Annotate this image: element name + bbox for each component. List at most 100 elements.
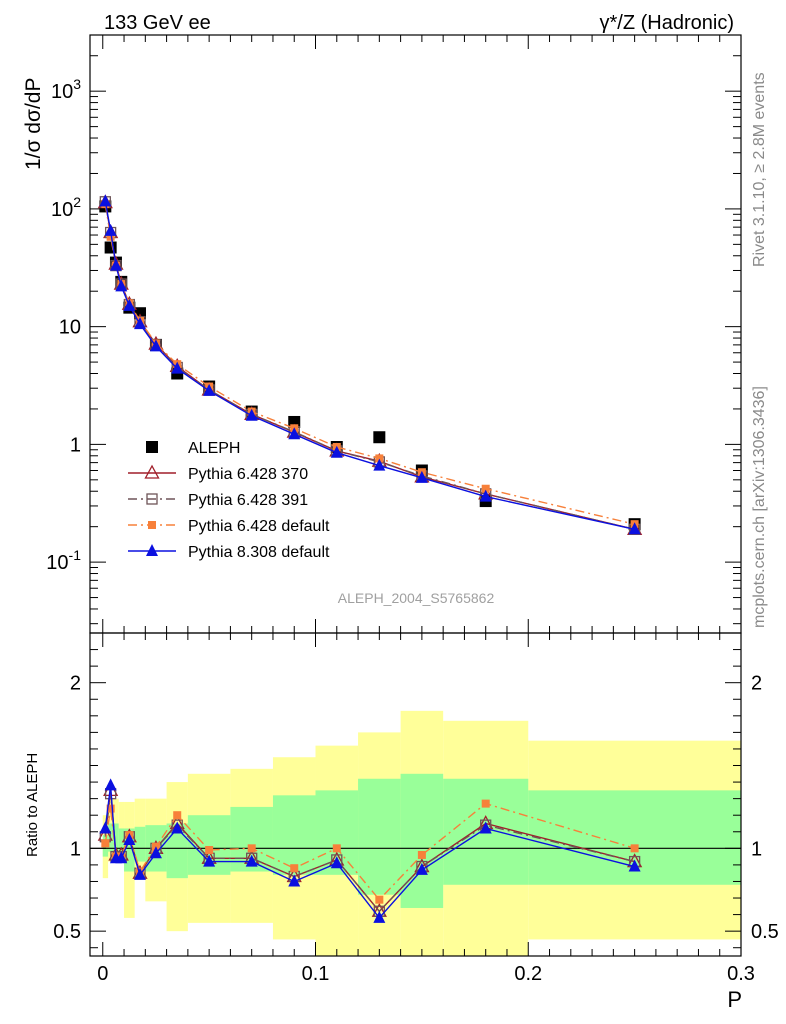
legend-item-aleph: ALEPH: [146, 440, 240, 457]
data-point: [99, 194, 112, 207]
x-tick-label: 0.2: [514, 963, 542, 985]
data-point: [245, 408, 258, 421]
data-point: [203, 383, 216, 396]
x-tick-label: 0.3: [727, 963, 755, 985]
ratio-y-axis-label: Ratio to ALEPH: [24, 753, 41, 857]
legend-item-pythia-6-428-default: Pythia 6.428 default: [128, 518, 330, 535]
legend-label: Pythia 6.428 default: [188, 518, 330, 535]
data-point: [373, 458, 386, 471]
uncertainty-band-inner: [358, 778, 401, 895]
data-point: [330, 445, 343, 458]
y-tick-label: 1: [70, 838, 81, 860]
data-point: [133, 317, 146, 330]
uncertainty-band-inner: [124, 828, 135, 872]
legend-label: Pythia 6.428 391: [188, 492, 308, 509]
y-tick-label: 1: [70, 434, 81, 456]
legend-label: Pythia 6.428 370: [188, 466, 308, 483]
data-point: [330, 856, 343, 869]
data-point: [101, 839, 110, 848]
y-tick-label: 102: [51, 194, 81, 221]
data-point: [149, 846, 162, 859]
data-point: [245, 854, 258, 867]
legend-label: ALEPH: [188, 440, 240, 457]
data-point: [247, 844, 256, 853]
data-point: [205, 845, 214, 854]
main-y-axis-label: 1/σ dσ/dP: [22, 78, 45, 170]
legend-item-pythia-8-308-default: Pythia 8.308 default: [128, 544, 330, 561]
data-point: [375, 895, 384, 904]
data-point: [415, 470, 428, 483]
data-point: [123, 833, 136, 846]
uncertainty-band-inner: [118, 828, 125, 854]
legend-item-pythia-6-428-370: Pythia 6.428 370: [128, 464, 308, 483]
legend-label: Pythia 8.308 default: [188, 544, 330, 561]
header-left: 133 GeV ee: [104, 12, 211, 34]
y-tick-label: 10: [59, 317, 81, 339]
series-pythia-8-308-default: [99, 194, 641, 535]
data-point: [106, 804, 115, 813]
main-plot-area: 10-1 1 10 102 103: [46, 34, 742, 634]
ratio-frame: [89, 632, 742, 957]
data-point: [173, 811, 182, 820]
y-tick-label-right: 1: [751, 838, 762, 860]
series-line: [104, 802, 635, 901]
data-point: [288, 427, 301, 440]
data-point: [99, 821, 112, 834]
data-point: [133, 867, 146, 880]
y-tick-label: 103: [51, 76, 81, 103]
y-tick-label: 10-1: [46, 547, 81, 574]
data-point: [149, 339, 162, 352]
uncertainty-band-inner: [400, 773, 444, 908]
legend-marker: [146, 493, 158, 505]
legend-item-pythia-6-428-391: Pythia 6.428 391: [128, 492, 308, 509]
data-point: [332, 844, 341, 853]
data-point: [481, 484, 490, 493]
data-point: [630, 844, 639, 853]
legend-marker: [146, 544, 158, 556]
x-axis-label: P: [727, 987, 742, 1012]
data-point: [115, 851, 128, 864]
data-point: [417, 850, 426, 859]
data-point: [106, 232, 115, 241]
ratio-series-pythia-8-308-default: [99, 778, 641, 923]
legend-marker: [146, 441, 158, 453]
legend: ALEPH Pythia 6.428 370 Pythia 6.428 391 Pyt…: [128, 440, 330, 561]
legend-marker: [148, 521, 156, 529]
data-point: [479, 489, 492, 502]
data-point: [628, 859, 641, 872]
x-tick-label: 0: [97, 963, 108, 985]
data-point: [373, 431, 386, 444]
series-line: [104, 201, 635, 530]
data-point: [115, 279, 128, 292]
data-point: [171, 821, 184, 834]
data-point: [290, 864, 299, 873]
data-point: [203, 854, 216, 867]
data-point: [628, 522, 641, 535]
data-point: [104, 223, 117, 236]
y-tick-label-right: 2: [751, 673, 762, 695]
y-tick-label-right: 0.5: [751, 921, 779, 943]
y-tick-label: 0.5: [53, 921, 81, 943]
data-point: [123, 298, 136, 311]
x-tick-label: 0.1: [302, 963, 330, 985]
data-point: [104, 778, 117, 791]
uncertainty-band-inner: [113, 823, 119, 852]
uncertainty-band-inner: [134, 826, 146, 862]
data-point: [104, 241, 117, 254]
mcplots-label: mcplots.cern.ch [arXiv:1306.3436]: [751, 386, 768, 628]
uncertainty-band-inner: [166, 823, 188, 879]
data-point: [415, 862, 428, 875]
data-point: [109, 258, 122, 271]
series-line: [104, 201, 635, 530]
data-point: [288, 874, 301, 887]
legend-marker: [144, 464, 160, 479]
data-point: [479, 821, 492, 834]
uncertainty-band-inner: [272, 795, 316, 875]
analysis-id: ALEPH_2004_S5765862: [338, 590, 495, 606]
rivet-label: Rivet 3.1.10, ≥ 2.8M events: [751, 72, 768, 267]
data-point: [171, 361, 184, 374]
header-right: γ*/Z (Hadronic): [600, 12, 734, 34]
data-point: [375, 454, 384, 463]
data-point: [481, 799, 490, 808]
